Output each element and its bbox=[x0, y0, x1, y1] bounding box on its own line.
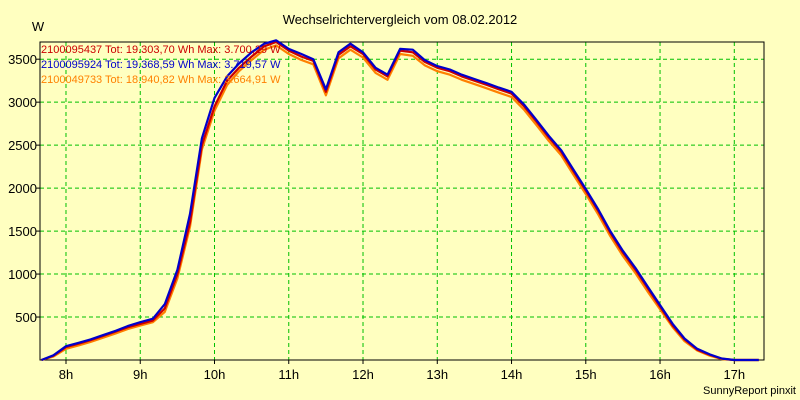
x-tick-label: 8h bbox=[59, 367, 73, 382]
series-line-2 bbox=[41, 39, 759, 362]
legend-entry-2: 2100095924 Tot: 19.368,59 Wh Max: 3.719,… bbox=[41, 59, 281, 71]
legend-entry-1: 2100095437 Tot: 19.303,70 Wh Max: 3.700,… bbox=[41, 44, 281, 56]
y-axis: 500 1000 1500 2000 2500 3000 3500 bbox=[8, 52, 40, 325]
y-tick-label: 3000 bbox=[8, 95, 37, 110]
x-tick-label: 14h bbox=[501, 367, 523, 382]
x-tick-label: 11h bbox=[278, 367, 299, 382]
y-tick-label: 500 bbox=[15, 310, 37, 325]
y-tick-label: 2500 bbox=[8, 138, 37, 153]
x-tick-label: 9h bbox=[133, 367, 147, 382]
chart-title: Wechselrichtervergleich vom 08.02.2012 bbox=[283, 12, 518, 27]
x-tick-label: 10h bbox=[204, 367, 226, 382]
plot-area bbox=[39, 41, 765, 361]
x-tick-label: 12h bbox=[352, 367, 374, 382]
y-tick-label: 3500 bbox=[8, 52, 37, 67]
x-tick-label: 16h bbox=[649, 367, 671, 382]
y-axis-unit-label: W bbox=[32, 19, 45, 34]
x-tick-label: 15h bbox=[575, 367, 597, 382]
x-axis: 8h 9h 10h 11h 12h 13h 14h 15h 16h 17h bbox=[59, 360, 745, 382]
footer-credit: SunnyReport pinxit bbox=[703, 385, 796, 397]
y-tick-label: 1500 bbox=[8, 224, 37, 239]
legend-entry-3: 2100049733 Tot: 18.940,82 Wh Max: 3.664,… bbox=[41, 74, 281, 86]
x-tick-label: 13h bbox=[426, 367, 448, 382]
legend: 2100095437 Tot: 19.303,70 Wh Max: 3.700,… bbox=[41, 44, 281, 86]
x-tick-label: 17h bbox=[723, 367, 745, 382]
series-line-3 bbox=[41, 44, 759, 362]
y-tick-label: 2000 bbox=[8, 181, 37, 196]
y-tick-label: 1000 bbox=[8, 267, 37, 282]
series-lines bbox=[41, 39, 759, 362]
